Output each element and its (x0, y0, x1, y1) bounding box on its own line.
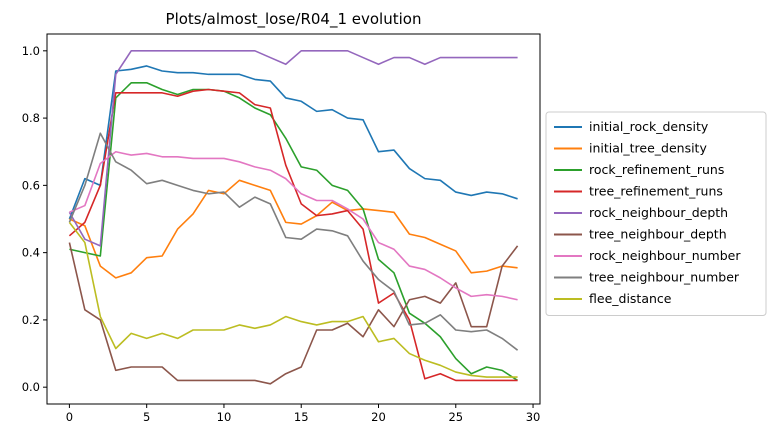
x-tick-label: 0 (66, 410, 73, 424)
legend-label: rock_neighbour_number (589, 248, 741, 263)
x-axis: 0 5 10 15 20 25 30 (66, 404, 541, 424)
series-line-tree_neighbour_depth (68, 242, 519, 385)
series-line-initial_rock_density (68, 65, 518, 220)
legend-label: tree_neighbour_number (589, 270, 740, 285)
y-tick-label: 0.2 (22, 313, 40, 327)
x-tick-label: 20 (371, 410, 386, 424)
series-line-tree_neighbour_number (68, 132, 519, 351)
series-line-rock_neighbour_number (69, 150, 518, 301)
y-tick-label: 0.0 (22, 380, 40, 394)
y-axis: 0.0 0.2 0.4 0.6 0.8 1.0 (22, 44, 47, 394)
x-tick-label: 10 (217, 410, 232, 424)
legend: initial_rock_density initial_tree_density… (545, 111, 767, 316)
legend-label: flee_distance (589, 291, 672, 306)
y-tick-label: 1.0 (22, 44, 40, 58)
series-line-flee_distance (68, 221, 518, 378)
x-tick-label: 30 (526, 410, 541, 424)
series-line-initial_tree_density (69, 179, 518, 279)
series-line-tree_refinement_runs (68, 88, 518, 382)
legend-label: initial_rock_density (589, 119, 709, 134)
legend-label: rock_refinement_runs (589, 162, 724, 177)
y-tick-label: 0.8 (22, 111, 40, 125)
legend-box (545, 111, 767, 316)
chart-title: Plots/almost_lose/R04_1 evolution (166, 10, 422, 29)
plot-frame (46, 33, 541, 405)
series-line-rock_refinement_runs (69, 81, 519, 382)
legend-label: tree_neighbour_depth (589, 227, 727, 242)
legend-label: rock_neighbour_depth (589, 205, 728, 220)
legend-label: initial_tree_density (589, 141, 707, 156)
series-line-rock_neighbour_depth (68, 50, 518, 247)
y-tick-label: 0.4 (22, 246, 40, 260)
x-tick-label: 5 (143, 410, 150, 424)
legend-label: tree_refinement_runs (589, 184, 723, 199)
x-tick-label: 15 (294, 410, 309, 424)
series-layer (68, 50, 519, 385)
x-tick-label: 25 (448, 410, 463, 424)
y-tick-label: 0.6 (22, 178, 40, 192)
